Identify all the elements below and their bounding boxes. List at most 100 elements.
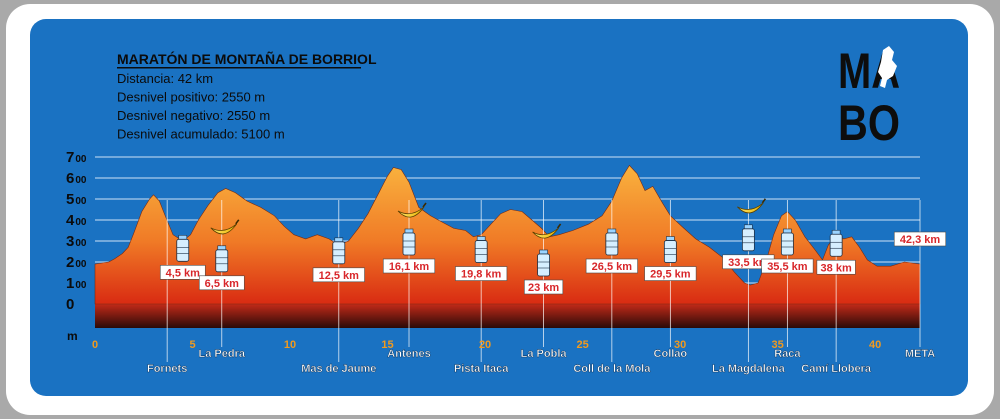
x-tick-label: 25 xyxy=(576,339,588,351)
place-name: Raca xyxy=(774,348,801,360)
aid-stations: 4,5 km 6,5 km 12,5 km 16,1 km 19,8 km 23 km 26… xyxy=(159,198,856,295)
banana-icon xyxy=(422,202,427,208)
y-tick-label: 600 xyxy=(66,170,87,187)
station-label: 19,8 km xyxy=(461,269,502,281)
chart-panel xyxy=(30,19,968,396)
x-tick-label: 10 xyxy=(284,339,296,351)
bottle-icon xyxy=(539,249,548,255)
title-underline xyxy=(117,67,361,69)
place-name: La Pedra xyxy=(199,348,246,360)
station-label-box xyxy=(816,259,856,275)
logo-figure-icon xyxy=(878,46,897,88)
place-name: Camí Llobera xyxy=(801,363,872,375)
aid-station: 23 km xyxy=(524,223,564,295)
y-axis: 0 100 200 300 400 500 600 700 m xyxy=(66,149,87,343)
chart-title: MARATÓN DE MONTAÑA DE BORRIOL xyxy=(117,50,377,67)
x-tick-label: 40 xyxy=(869,339,881,351)
station-label: 23 km xyxy=(528,282,559,294)
y-tick-label: 500 xyxy=(66,191,87,208)
station-label-box xyxy=(761,258,814,274)
place-labels: Fornets La Pedra Mas de Jaume Antenes Pista … xyxy=(147,348,936,375)
aid-station: 26,5 km xyxy=(585,228,638,274)
bottle-icon xyxy=(741,228,755,252)
y-tick-label: 200 xyxy=(66,254,87,271)
stats-block: Distancia: 42 km Desnivel positivo: 2550 … xyxy=(117,71,285,142)
station-label-box xyxy=(644,266,697,281)
bottle-icon xyxy=(663,240,677,263)
bottle-icon xyxy=(537,253,550,277)
aid-station: 29,5 km xyxy=(644,236,697,281)
station-label: 38 km xyxy=(821,262,852,274)
station-label-box xyxy=(198,275,245,291)
bottle-icon xyxy=(176,238,190,262)
y-tick-label: 0 xyxy=(66,296,74,313)
banana-icon xyxy=(737,202,764,214)
profile-base-band xyxy=(95,304,920,328)
station-label: 12,5 km xyxy=(319,270,360,282)
station-label-box xyxy=(312,267,365,283)
place-name: La Pobla xyxy=(521,348,568,360)
station-label-box xyxy=(585,258,638,274)
bottle-icon xyxy=(217,245,227,251)
aid-station: 4,5 km xyxy=(159,235,206,280)
bottle-icon xyxy=(476,236,486,241)
aid-station: 6,5 km xyxy=(198,219,245,291)
aid-station: 19,8 km xyxy=(455,236,508,281)
station-label: 4,5 km xyxy=(166,267,200,279)
stat-line-3: Desnivel acumulado: 5100 m xyxy=(117,127,285,142)
stat-line-1: Desnivel positivo: 2550 m xyxy=(117,90,265,105)
station-label: 6,5 km xyxy=(205,278,239,290)
finish-label-box xyxy=(893,231,947,247)
bottle-icon xyxy=(332,241,346,265)
bottle-icon xyxy=(215,249,229,273)
station-label: 16,1 km xyxy=(389,261,430,273)
place-name: Coll de la Mola xyxy=(573,363,651,375)
station-label-box xyxy=(159,264,206,280)
place-name: Pista Itaca xyxy=(454,363,509,375)
bottle-icon xyxy=(334,237,344,243)
y-tick-label: 300 xyxy=(66,233,87,250)
logo-text-bottom: BO xyxy=(838,95,900,151)
bottle-icon xyxy=(404,228,414,234)
bottle-icon xyxy=(607,228,617,234)
bottle-icon xyxy=(605,232,619,256)
x-tick-label: 0 xyxy=(92,339,98,351)
stat-line-0: Distancia: 42 km xyxy=(117,71,213,86)
place-name: Antenes xyxy=(387,348,430,360)
station-label-box xyxy=(524,279,564,295)
aid-station: 16,1 km xyxy=(382,202,436,274)
x-tick-label: 20 xyxy=(479,339,491,351)
aid-station: 33,5 km xyxy=(722,198,775,270)
place-name: La Magdalena xyxy=(712,363,786,375)
mabo-logo: MA BO xyxy=(838,43,900,151)
x-tick-label: 15 xyxy=(381,339,393,351)
aid-station: 38 km xyxy=(816,229,856,275)
station-label: 33,5 km xyxy=(728,257,769,269)
place-name: META xyxy=(905,348,935,360)
y-unit-label: m xyxy=(67,329,78,343)
banana-icon xyxy=(532,227,559,239)
bottle-icon xyxy=(744,224,753,230)
finish-label: 42,3 km xyxy=(900,234,941,246)
y-tick-label: 100 xyxy=(66,275,87,292)
station-label: 29,5 km xyxy=(650,269,691,281)
x-tick-label: 35 xyxy=(771,339,783,351)
x-tick-label: 30 xyxy=(674,339,686,351)
place-name: Collao xyxy=(654,348,688,360)
y-tick-label: 400 xyxy=(66,212,87,229)
banana-icon xyxy=(556,223,562,229)
bottle-icon xyxy=(780,232,794,256)
bottle-icon xyxy=(783,228,792,234)
aid-station: 35,5 km xyxy=(761,228,814,274)
aid-station: 12,5 km xyxy=(312,237,365,283)
station-label-box xyxy=(382,258,436,274)
elevation-area xyxy=(94,164,921,305)
bottle-icon xyxy=(829,233,843,257)
bottle-icon xyxy=(178,235,188,240)
station-label-box xyxy=(455,266,508,281)
y-tick-label: 700 xyxy=(66,149,87,166)
finish-marker: 42,3 km xyxy=(893,231,947,247)
bottle-icon xyxy=(831,229,841,235)
